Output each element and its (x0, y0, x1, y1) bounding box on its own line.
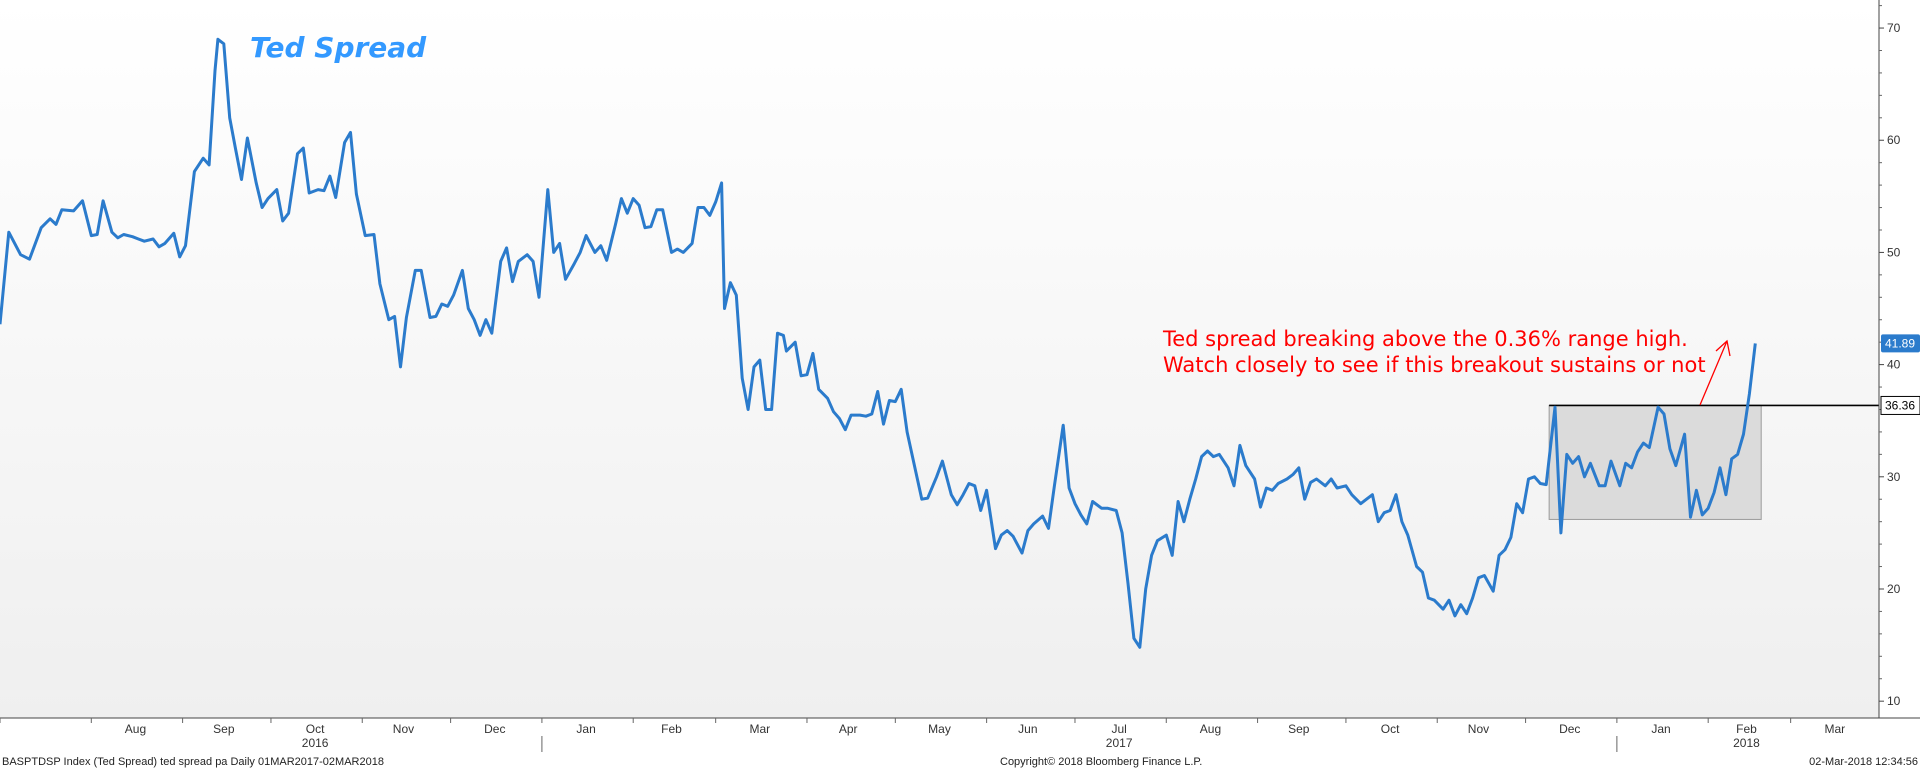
annotation-line-2: Watch closely to see if this breakout su… (1163, 353, 1706, 377)
x-tick-label: May (928, 722, 951, 736)
x-tick-label: Mar (750, 722, 771, 736)
y-tick-label: 20 (1887, 582, 1901, 596)
x-tick-label: Feb (1736, 722, 1757, 736)
y-tick-label: 70 (1887, 21, 1901, 35)
x-tick-label: Oct (306, 722, 325, 736)
x-axis-year-ticks: 2016 2017 2018 (302, 736, 1760, 752)
annotation-arrow (1699, 339, 1731, 406)
y-tick-label: 40 (1887, 358, 1901, 372)
y-tick-label: 30 (1887, 470, 1901, 484)
x-tick-label: Dec (484, 722, 505, 736)
x-tick-label: Sep (1288, 722, 1310, 736)
x-tick-label: Jan (576, 722, 595, 736)
x-year-label: 2018 (1733, 736, 1760, 750)
x-year-label: 2016 (302, 736, 329, 750)
x-axis-ticks: Aug Sep Oct Nov Dec Jan Feb Mar Apr May Jun Jul Aug S… (0, 718, 1845, 736)
y-tick-label: 50 (1887, 245, 1901, 259)
y-tick-label: 10 (1887, 694, 1901, 708)
range-high-label: 36.36 (1885, 398, 1915, 412)
x-tick-label: Jun (1018, 722, 1037, 736)
x-tick-label: Aug (1200, 722, 1221, 736)
footer-source: BASPTDSP Index (Ted Spread) ted spread p… (2, 756, 384, 768)
footer-copyright: Copyright© 2018 Bloomberg Finance L.P. (1000, 756, 1202, 768)
y-axis-ticks: 10 20 30 40 50 60 70 (1879, 5, 1901, 708)
chart-title: Ted Spread (250, 31, 427, 64)
annotation-line-1: Ted spread breaking above the 0.36% rang… (1162, 327, 1688, 351)
x-tick-label: Sep (213, 722, 235, 736)
x-tick-label: Mar (1824, 722, 1845, 736)
x-tick-label: Apr (839, 722, 858, 736)
ted-spread-series-line (0, 37, 1757, 649)
x-tick-label: Jul (1111, 722, 1126, 736)
last-value-badge: 41.89 (1881, 334, 1920, 353)
x-tick-label: Oct (1381, 722, 1400, 736)
x-tick-label: Dec (1559, 722, 1580, 736)
range-high-badge: 36.36 (1880, 395, 1920, 415)
x-tick-label: Feb (661, 722, 682, 736)
x-tick-label: Nov (1468, 722, 1489, 736)
x-tick-label: Aug (125, 722, 146, 736)
x-year-label: 2017 (1106, 736, 1133, 750)
y-tick-label: 60 (1887, 133, 1901, 147)
footer-timestamp: 02-Mar-2018 12:34:56 (1809, 756, 1918, 768)
x-tick-label: Jan (1651, 722, 1670, 736)
x-tick-label: Nov (393, 722, 414, 736)
plot-background (0, 0, 1879, 718)
last-value-label: 41.89 (1885, 336, 1915, 350)
